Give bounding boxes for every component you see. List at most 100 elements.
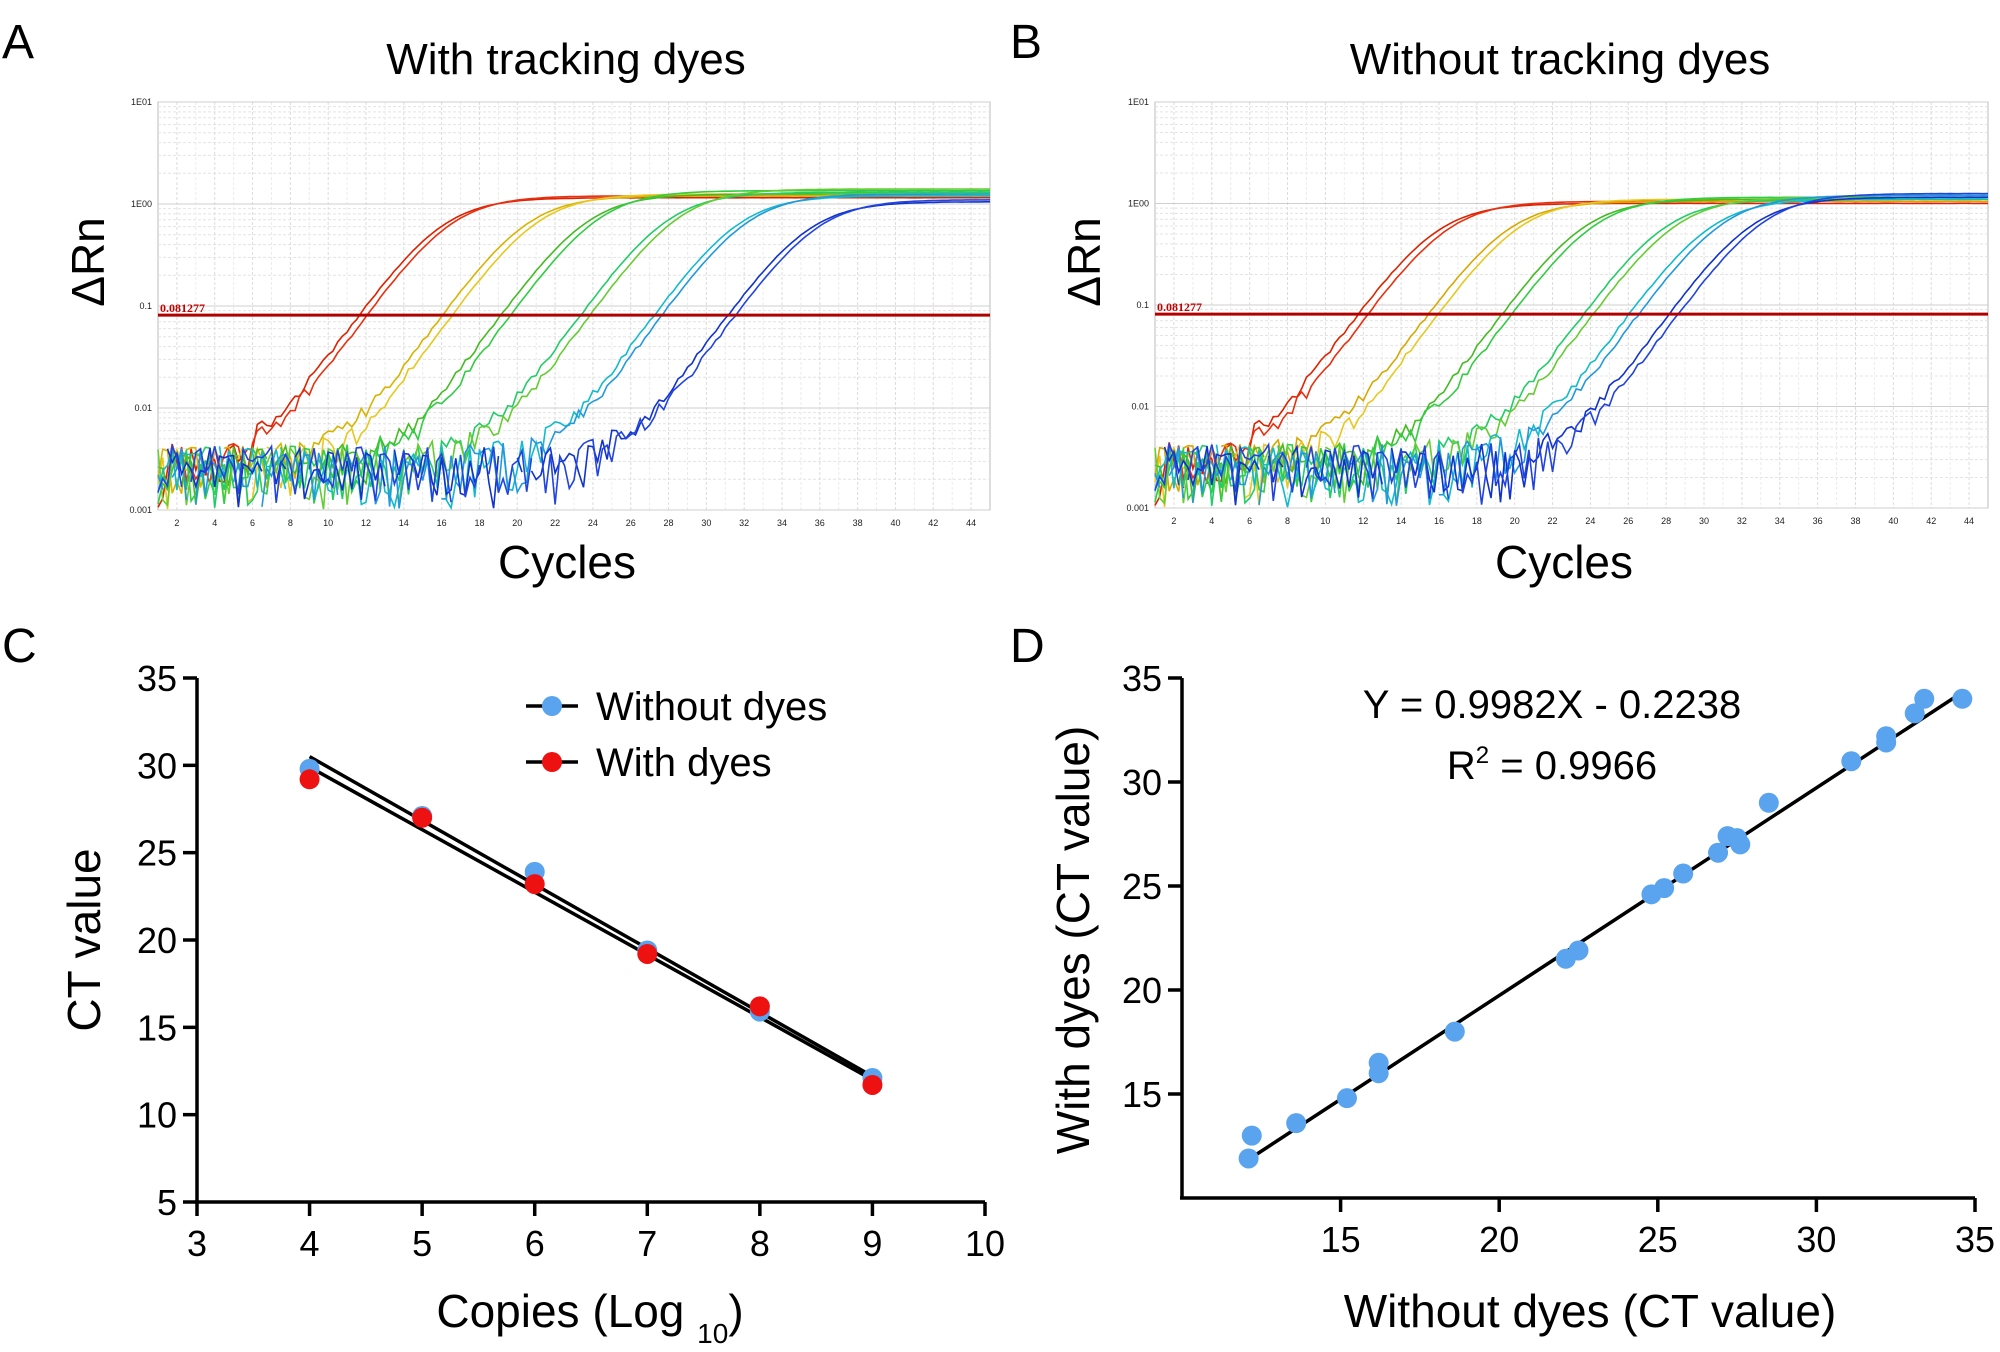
b-x-tick-label: 30 bbox=[1699, 516, 1709, 526]
d-data-point bbox=[1238, 1148, 1259, 1169]
b-y-tick-label: 0.001 bbox=[1126, 503, 1149, 513]
r-squared-superscript: 2 bbox=[1476, 742, 1489, 769]
a-x-tick-label: 22 bbox=[550, 518, 560, 528]
d-fit-line bbox=[1247, 690, 1964, 1161]
a-x-tick-label: 14 bbox=[399, 518, 409, 528]
d-x-tick-label: 20 bbox=[1479, 1219, 1519, 1260]
b-x-tick-label: 44 bbox=[1964, 516, 1974, 526]
d-data-point bbox=[1708, 842, 1729, 863]
b-x-tick-label: 24 bbox=[1585, 516, 1595, 526]
b-x-tick-label: 38 bbox=[1850, 516, 1860, 526]
c-y-tick-label: 30 bbox=[137, 745, 177, 786]
legend-label-without-dyes: Without dyes bbox=[596, 685, 827, 729]
b-amplification-curve bbox=[1154, 192, 1989, 505]
a-x-tick-label: 36 bbox=[815, 518, 825, 528]
panel-a-y-axis-label: ΔRn bbox=[62, 217, 114, 307]
d-data-point bbox=[1336, 1088, 1357, 1109]
regression-equation: Y = 0.9982X - 0.2238 bbox=[1363, 683, 1741, 727]
d-data-point bbox=[1876, 726, 1897, 747]
b-x-tick-label: 34 bbox=[1775, 516, 1785, 526]
panel-d-points bbox=[1238, 688, 1973, 1169]
a-y-tick-label: 1E00 bbox=[131, 199, 152, 209]
d-data-point bbox=[1368, 1052, 1389, 1073]
panel-a-amplification-curves bbox=[157, 188, 991, 511]
a-amplification-curve bbox=[157, 196, 990, 508]
a-x-tick-label: 38 bbox=[853, 518, 863, 528]
a-x-tick-label: 28 bbox=[664, 518, 674, 528]
a-x-tick-label: 40 bbox=[890, 518, 900, 528]
panel-d-y-axis-label: With dyes (CT value) bbox=[1047, 726, 1099, 1155]
d-data-point bbox=[1241, 1125, 1262, 1146]
b-x-tick-label: 28 bbox=[1661, 516, 1671, 526]
legend-marker-with-dyes bbox=[542, 752, 562, 772]
panel-letter-a: A bbox=[2, 16, 34, 69]
a-amplification-curve bbox=[166, 201, 990, 509]
r-squared: R2 = 0.9966 bbox=[1447, 742, 1657, 788]
d-data-point bbox=[1673, 863, 1694, 884]
a-x-tick-label: 24 bbox=[588, 518, 598, 528]
a-y-tick-label: 0.001 bbox=[129, 505, 152, 515]
panel-b-x-axis-label: Cycles bbox=[1495, 536, 1633, 588]
c-x-tick-label: 3 bbox=[187, 1223, 207, 1264]
d-data-point bbox=[1952, 688, 1973, 709]
c-data-point bbox=[524, 874, 545, 895]
c-data-point bbox=[412, 807, 433, 828]
b-x-tick-label: 8 bbox=[1285, 516, 1290, 526]
panel-c-y-axis-label: CT value bbox=[58, 848, 110, 1031]
panel-c-fit-lines bbox=[308, 755, 874, 1082]
panel-c-x-axis-label: Copies (Log 10) bbox=[436, 1285, 743, 1349]
c-data-point bbox=[862, 1074, 883, 1095]
d-y-tick-label: 15 bbox=[1122, 1074, 1162, 1115]
a-x-tick-label: 26 bbox=[626, 518, 636, 528]
panel-a-y-ticks: 0.001 0.01 0.1 1E00 1E01 bbox=[129, 97, 152, 515]
b-amplification-curve bbox=[1163, 196, 1988, 506]
r-squared-prefix: R bbox=[1447, 744, 1476, 788]
a-y-tick-label: 1E01 bbox=[131, 97, 152, 107]
a-x-tick-label: 18 bbox=[474, 518, 484, 528]
c-x-tick-label: 8 bbox=[750, 1223, 770, 1264]
d-data-point bbox=[1444, 1021, 1465, 1042]
c-x-tick-label: 5 bbox=[412, 1223, 432, 1264]
d-data-point bbox=[1841, 751, 1862, 772]
c-data-point bbox=[749, 996, 770, 1017]
b-x-tick-label: 36 bbox=[1813, 516, 1823, 526]
panel-b-y-ticks: 0.001 0.01 0.1 1E00 1E01 bbox=[1126, 97, 1149, 513]
d-y-tick-label: 30 bbox=[1122, 762, 1162, 803]
a-x-tick-label: 34 bbox=[777, 518, 787, 528]
a-x-tick-label: 42 bbox=[928, 518, 938, 528]
d-x-tick-label: 15 bbox=[1321, 1219, 1361, 1260]
d-data-point bbox=[1727, 828, 1748, 849]
a-x-tick-label: 30 bbox=[701, 518, 711, 528]
a-amplification-curve bbox=[157, 193, 990, 509]
b-x-tick-label: 22 bbox=[1548, 516, 1558, 526]
b-x-tick-label: 32 bbox=[1737, 516, 1747, 526]
c-x-tick-label: 9 bbox=[862, 1223, 882, 1264]
d-x-tick-label: 35 bbox=[1955, 1219, 1995, 1260]
a-x-tick-label: 10 bbox=[323, 518, 333, 528]
b-x-tick-label: 14 bbox=[1396, 516, 1406, 526]
panel-c-x-ticks: 3 4 5 6 7 8 9 10 bbox=[187, 1202, 1005, 1264]
c-fit-line bbox=[308, 755, 874, 1078]
panel-d-fit-line bbox=[1247, 690, 1964, 1161]
a-x-tick-label: 4 bbox=[212, 518, 217, 528]
c-x-tick-label: 4 bbox=[300, 1223, 320, 1264]
a-y-tick-label: 0.01 bbox=[134, 403, 152, 413]
d-data-point bbox=[1758, 792, 1779, 813]
d-data-point bbox=[1286, 1113, 1307, 1134]
a-x-tick-label: 32 bbox=[739, 518, 749, 528]
b-x-tick-label: 10 bbox=[1320, 516, 1330, 526]
panel-b-amplification-curves bbox=[1154, 192, 1989, 508]
legend-marker-without-dyes bbox=[542, 696, 562, 716]
b-y-tick-label: 1E00 bbox=[1128, 199, 1149, 209]
panel-c-x-label-close: ) bbox=[728, 1285, 743, 1337]
c-fit-line bbox=[308, 765, 874, 1082]
c-x-tick-label: 6 bbox=[525, 1223, 545, 1264]
d-data-point bbox=[1904, 703, 1925, 724]
a-x-tick-label: 16 bbox=[437, 518, 447, 528]
c-y-tick-label: 20 bbox=[137, 920, 177, 961]
panel-c-y-ticks: 5 10 15 20 25 30 35 bbox=[137, 658, 197, 1223]
r-squared-value: = 0.9966 bbox=[1489, 744, 1657, 788]
a-x-tick-label: 44 bbox=[966, 518, 976, 528]
